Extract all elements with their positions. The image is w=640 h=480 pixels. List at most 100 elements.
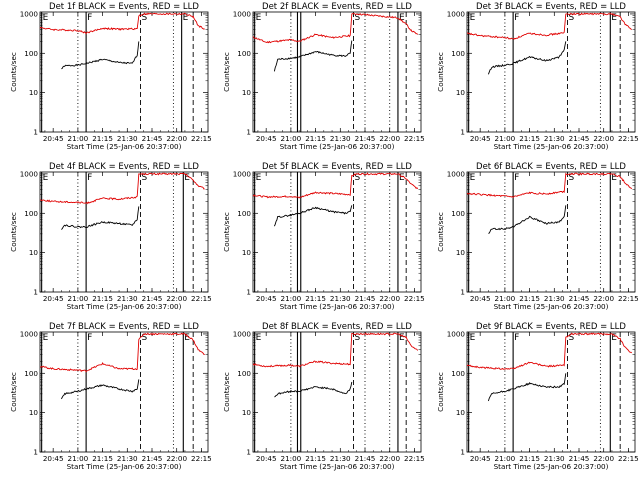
x-tick-label: 21:15 [92, 454, 113, 463]
x-tick-label: 21:00 [281, 294, 302, 303]
y-tick-label: 1000 [20, 329, 39, 338]
marker-label: F [514, 13, 519, 23]
y-tick-label: 10 [456, 248, 466, 257]
x-tick-label: 22:00 [379, 454, 400, 463]
x-tick-label: 21:15 [305, 454, 326, 463]
x-tick-label: 22:15 [618, 294, 639, 303]
x-tick-label: 21:15 [305, 294, 326, 303]
y-tick-label: 1 [33, 128, 38, 137]
panel-det-2: Det 2f BLACK = Events, RED = LLD 1 10 100 10… [222, 2, 425, 151]
x-tick-label: 20:45 [43, 454, 64, 463]
y-tick-label: 1 [246, 288, 251, 297]
y-tick-label: 100 [237, 369, 251, 378]
marker-label: E [184, 173, 190, 183]
x-tick-label: 21:45 [355, 294, 376, 303]
series-line-lld [39, 172, 205, 205]
y-tick-label: 100 [451, 49, 465, 58]
panel-det-4: Det 4f BLACK = Events, RED = LLD 1 10 100 10… [9, 162, 212, 311]
marker-label: E [43, 333, 49, 343]
y-tick-label: 10 [29, 88, 39, 97]
x-axis-label: Start Time (25-Jan-06 20:37:00) [280, 142, 395, 151]
y-tick-label: 10 [242, 408, 252, 417]
plot-frame [39, 11, 209, 133]
y-tick-label: 1 [460, 128, 465, 137]
x-tick-label: 21:30 [330, 454, 351, 463]
marker-label: E [470, 173, 476, 183]
x-tick-label: 21:00 [281, 454, 302, 463]
x-tick-label: 20:45 [256, 294, 277, 303]
x-tick-label: 21:15 [92, 294, 113, 303]
plot-frame [39, 171, 209, 293]
x-tick-label: 22:00 [166, 454, 187, 463]
series-line-lld [252, 332, 419, 368]
marker-label: F [87, 333, 92, 343]
marker-label: F [87, 173, 92, 183]
y-tick-label: 1000 [447, 9, 466, 18]
x-tick-label: 21:45 [142, 294, 163, 303]
x-axis-label: Start Time (25-Jan-06 20:37:00) [67, 462, 182, 471]
marker-label: F [514, 333, 519, 343]
panel-det-5: Det 5f BLACK = Events, RED = LLD 1 10 100 10… [222, 162, 425, 311]
y-tick-label: 1 [246, 448, 251, 457]
marker-label: E [611, 173, 617, 183]
y-tick-label: 100 [24, 209, 38, 218]
panel-title: Det 3f BLACK = Events, RED = LLD [476, 2, 626, 12]
y-tick-label: 100 [451, 369, 465, 378]
series-line-lld [467, 12, 632, 40]
x-tick-label: 21:30 [330, 294, 351, 303]
plot-frame [466, 171, 636, 293]
x-axis-label: Start Time (25-Jan-06 20:37:00) [67, 142, 182, 151]
x-tick-label: 21:45 [355, 134, 376, 143]
series-line-events [487, 41, 567, 75]
y-tick-label: 10 [456, 88, 466, 97]
series-line-lld [252, 172, 419, 199]
x-tick-label: 22:00 [593, 134, 614, 143]
marker-label: S [568, 13, 574, 23]
x-tick-label: 22:15 [404, 134, 425, 143]
x-tick-label: 21:15 [519, 134, 540, 143]
panel-title: Det 9f BLACK = Events, RED = LLD [476, 322, 626, 332]
plot-frame [39, 331, 209, 453]
x-tick-label: 20:45 [256, 454, 277, 463]
x-tick-label: 22:00 [166, 294, 187, 303]
x-tick-label: 22:00 [379, 134, 400, 143]
marker-label: S [141, 13, 147, 23]
y-tick-label: 1000 [20, 169, 39, 178]
marker-label: E [256, 13, 262, 23]
y-tick-label: 1 [460, 288, 465, 297]
marker-label: E [611, 13, 617, 23]
panel-title: Det 2f BLACK = Events, RED = LLD [262, 2, 412, 12]
marker-label: S [141, 333, 147, 343]
y-tick-label: 1 [33, 288, 38, 297]
x-tick-label: 21:30 [544, 294, 565, 303]
series-line-events [487, 373, 567, 402]
series-line-events [488, 205, 567, 234]
y-tick-label: 1000 [233, 169, 252, 178]
x-tick-label: 21:45 [569, 454, 590, 463]
series-line-events [274, 381, 353, 398]
y-tick-label: 10 [242, 88, 252, 97]
y-tick-label: 100 [451, 209, 465, 218]
x-axis-label: Start Time (25-Jan-06 20:37:00) [494, 142, 609, 151]
x-tick-label: 20:45 [470, 294, 491, 303]
y-tick-label: 100 [237, 209, 251, 218]
marker-label: E [183, 13, 189, 23]
plot-frame [252, 11, 422, 133]
marker-label: E [470, 333, 476, 343]
x-tick-label: 21:45 [142, 454, 163, 463]
series-line-lld [39, 12, 205, 35]
marker-label: E [256, 173, 262, 183]
x-tick-label: 22:00 [593, 294, 614, 303]
x-tick-label: 22:00 [379, 294, 400, 303]
y-tick-label: 100 [24, 49, 38, 58]
x-tick-label: 20:45 [470, 134, 491, 143]
marker-label: E [184, 333, 190, 343]
y-tick-label: 1000 [447, 329, 466, 338]
panel-title: Det 4f BLACK = Events, RED = LLD [49, 162, 199, 172]
x-tick-label: 22:00 [166, 134, 187, 143]
marker-label: S [354, 173, 360, 183]
x-tick-label: 21:00 [495, 134, 516, 143]
series-line-lld [252, 12, 419, 44]
y-axis-label: Counts/sec [222, 212, 231, 252]
marker-label: S [568, 173, 574, 183]
